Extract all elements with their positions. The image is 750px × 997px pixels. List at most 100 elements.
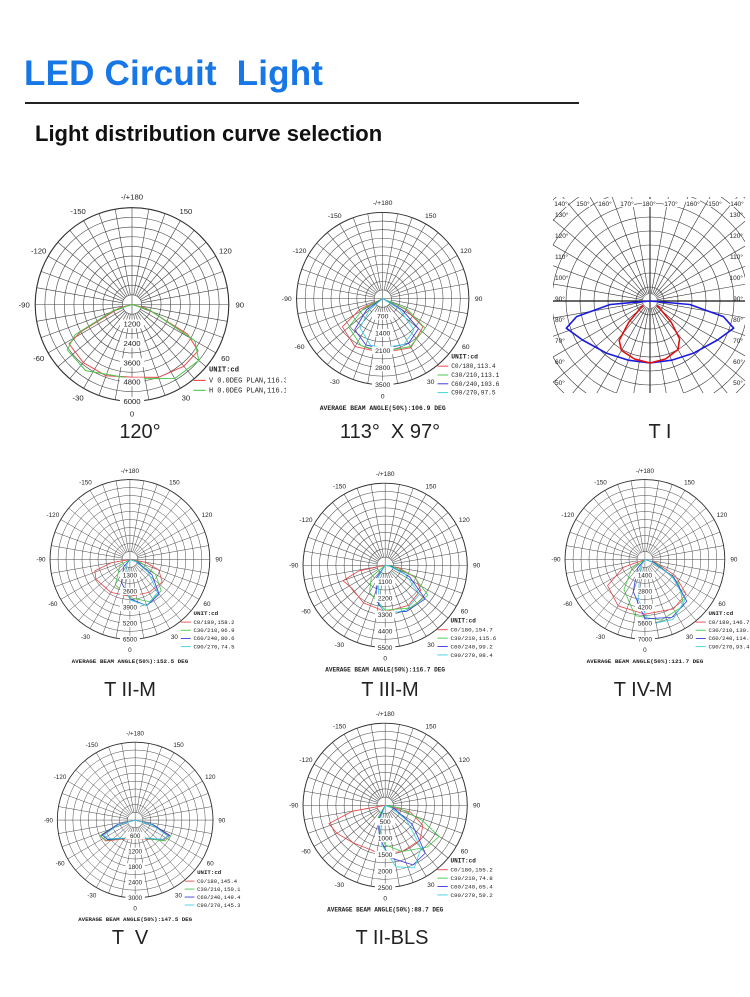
angle-label: -90 [289,563,299,570]
grid-spoke [327,232,378,293]
grid-spoke [655,304,745,357]
grid-spoke [650,197,669,295]
radial-label-bg [374,643,396,652]
angle-label: 90 [473,803,481,810]
grid-spoke [553,283,644,301]
grid-spoke [78,498,125,554]
top-angle-label: 160° [598,200,612,208]
angle-label: 150 [684,480,695,487]
radial-label-bg [125,847,145,855]
grid-spoke [383,307,398,384]
radial-label: 700 [377,313,389,320]
legend-unit: UNIT:cd [193,610,218,617]
radial-label-bg [374,850,396,859]
angle-label: -60 [48,601,58,608]
grid-spoke [646,480,660,552]
grid-spoke [96,752,132,814]
angle-label: -30 [87,892,97,899]
radial-label: 3900 [123,605,138,612]
angle-label-zero: 0 [128,647,132,654]
top-angle-label: 150° [708,200,722,208]
grid-spoke [322,752,380,801]
legend-entry: C90/270,74.5 [193,643,235,650]
grid-spoke [388,232,439,293]
grid-spoke [385,217,413,291]
radial-label-bg [371,346,394,355]
angle-label: -/+180 [121,192,143,201]
grid-spoke [654,197,738,296]
angle-label: -/+180 [636,468,655,475]
grid-spoke [553,244,645,298]
grid-spoke [137,531,206,557]
grid-spoke [370,724,384,798]
grid-spoke [57,310,125,367]
distribution-curve-0 [68,304,199,378]
beam-angle-text: AVERAGE BEAM ANGLE(50%):152.5 DEG [72,658,189,665]
label-bg [730,199,744,207]
grid-spoke [98,213,129,296]
grid-spoke [652,545,724,559]
radial-label-bg [125,863,145,871]
grid-spoke [656,266,745,299]
radial-label-bg [371,380,394,389]
label-bg [708,199,722,207]
legend-entry: C30/210,96.9 [193,627,235,634]
angle-label: 120 [459,517,470,524]
grid-spoke [652,561,721,588]
grid-spoke [656,303,745,336]
grid-spoke [653,306,704,393]
grid-spoke [611,197,648,295]
grid-spoke [54,561,123,588]
angle-label: 120 [219,246,232,255]
grid-spoke [583,564,639,611]
distribution-curve-1 [618,304,681,364]
grid-spoke [553,303,644,337]
angle-label: 60 [462,344,470,351]
legend-unit: UNIT:cd [708,610,733,617]
radial-label: 3500 [375,382,390,389]
caption-t1: T I [648,421,672,443]
section-subtitle: Light distribution curve selection [35,121,383,146]
legend-entry: C0/180,145.4 [197,878,238,885]
radial-label-bg [374,834,396,842]
angle-label: -/+180 [126,731,144,738]
legend-entry: C60/240,149.4 [197,894,241,901]
grid-spoke [343,812,382,877]
top-angle-label: 170° [664,200,678,208]
top-angle-label: 140° [730,200,744,208]
polar-chart-t5: -/+180 -150 150 -120 120 -90 90 -60 60 -30 30 600 12… [44,731,241,923]
grid-spoke [655,305,745,382]
grid-spoke [389,303,449,355]
radial-label: 1400 [638,573,653,580]
angle-label-zero: 0 [383,896,387,903]
grid-spoke [393,790,467,805]
radial-label-bg [374,627,396,635]
distribution-curve-1 [378,804,440,853]
radial-label: 3300 [378,612,393,619]
angle-label: -150 [79,480,92,487]
angle-label: 30 [427,882,435,889]
grid-spoke [650,307,667,393]
radial-label-bg [634,571,655,580]
legend-unit: UNIT:cd [197,869,222,876]
radial-label-bg [374,867,396,875]
legend-entry: C0/180,154.7 [451,627,494,634]
grid-spoke [593,498,640,554]
grid-spoke [69,230,127,298]
grid-spoke [60,563,124,600]
angle-label: -60 [56,861,66,868]
legend-unit: UNIT:cd [209,367,239,375]
grid-spoke [389,812,427,877]
radial-label: 1300 [123,573,138,580]
radial-label-bg [374,594,396,602]
grid-spoke [572,306,646,393]
grid-spoke [121,743,135,813]
legend-entry: C90/270,93.4 [708,643,750,650]
grid-spoke [390,255,458,295]
grid-spoke [136,519,200,556]
grid-spoke [656,283,745,301]
grid-spoke [114,313,131,400]
beam-angle-text: AVERAGE BEAM ANGLE(50%):106.9 DEG [320,405,446,412]
grid-spoke [133,209,150,296]
grid-spoke [389,734,427,799]
